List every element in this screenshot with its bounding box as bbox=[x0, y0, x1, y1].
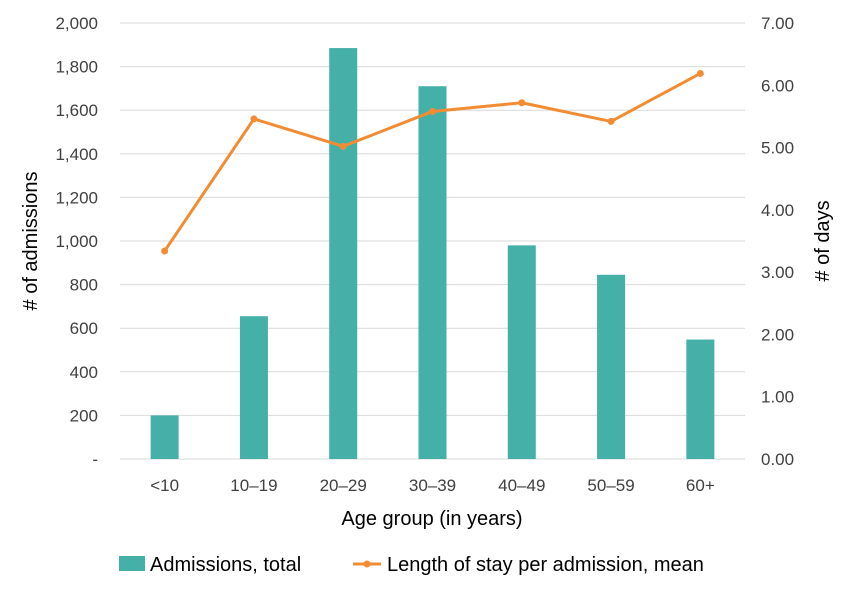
x-axis-tick-label: 20–29 bbox=[320, 476, 367, 495]
line-marker bbox=[607, 117, 615, 125]
line-marker bbox=[250, 115, 258, 123]
right-axis-tick-label: 6.00 bbox=[761, 76, 794, 95]
x-axis-tick-label: 60+ bbox=[686, 476, 715, 495]
right-axis-tick-label: 3.00 bbox=[761, 263, 794, 282]
x-axis-ticks: <10 10–19 20–29 30–39 40–49 50–59 60+ bbox=[150, 476, 715, 495]
left-axis-title: # of admissions bbox=[20, 172, 42, 311]
bar bbox=[507, 245, 536, 459]
left-axis-tick-label: 2,000 bbox=[55, 14, 98, 33]
line-marker bbox=[518, 99, 526, 107]
right-axis-tick-label: 1.00 bbox=[761, 388, 794, 407]
right-axis-ticks: 0.00 1.00 2.00 3.00 4.00 5.00 6.00 7.00 bbox=[761, 14, 794, 469]
left-axis-tick-label: 1,400 bbox=[55, 145, 98, 164]
left-axis-tick-label: 1,600 bbox=[55, 101, 98, 120]
left-axis-tick-label: - bbox=[92, 450, 98, 469]
x-axis-title: Age group (in years) bbox=[341, 508, 522, 530]
left-axis-ticks: - 200 400 600 800 1,000 1,200 1,400 1,600 1,800 2,… bbox=[55, 14, 98, 469]
line-marker bbox=[429, 107, 436, 115]
legend-label-length-of-stay: Length of stay per admission, mean bbox=[387, 554, 704, 576]
right-axis-tick-label: 7.00 bbox=[761, 14, 794, 33]
bar bbox=[686, 339, 715, 459]
x-axis-tick-label: <10 bbox=[150, 476, 179, 495]
left-axis-tick-label: 1,200 bbox=[55, 188, 98, 207]
left-axis-tick-label: 200 bbox=[70, 406, 98, 425]
bar bbox=[597, 274, 626, 459]
x-axis-tick-label: 10–19 bbox=[230, 476, 277, 495]
line-marker bbox=[339, 142, 347, 150]
x-axis-tick-label: 30–39 bbox=[409, 476, 456, 495]
right-axis-tick-label: 2.00 bbox=[761, 325, 794, 344]
legend-swatch-bar bbox=[119, 556, 145, 571]
bar-series bbox=[150, 48, 715, 459]
legend: Admissions, total Length of stay per adm… bbox=[119, 554, 704, 576]
bar bbox=[239, 316, 268, 459]
x-axis-tick-label: 50–59 bbox=[587, 476, 634, 495]
left-axis-tick-label: 800 bbox=[70, 276, 98, 295]
bar bbox=[150, 415, 179, 459]
line-marker bbox=[696, 69, 704, 77]
legend-swatch-marker bbox=[363, 560, 371, 568]
right-axis-tick-label: 4.00 bbox=[761, 201, 794, 220]
line-series bbox=[161, 69, 704, 255]
left-axis-tick-label: 400 bbox=[70, 363, 98, 382]
x-axis-tick-label: 40–49 bbox=[498, 476, 545, 495]
bar bbox=[418, 86, 447, 459]
left-axis-tick-label: 1,800 bbox=[55, 58, 98, 77]
line-marker bbox=[161, 247, 169, 255]
right-axis-tick-label: 5.00 bbox=[761, 139, 794, 158]
right-axis-tick-label: 0.00 bbox=[761, 450, 794, 469]
right-axis-title: # of days bbox=[812, 200, 834, 281]
left-axis-tick-label: 600 bbox=[70, 319, 98, 338]
bar bbox=[329, 48, 358, 459]
legend-label-admissions: Admissions, total bbox=[150, 554, 301, 576]
left-axis-tick-label: 1,000 bbox=[55, 232, 98, 251]
